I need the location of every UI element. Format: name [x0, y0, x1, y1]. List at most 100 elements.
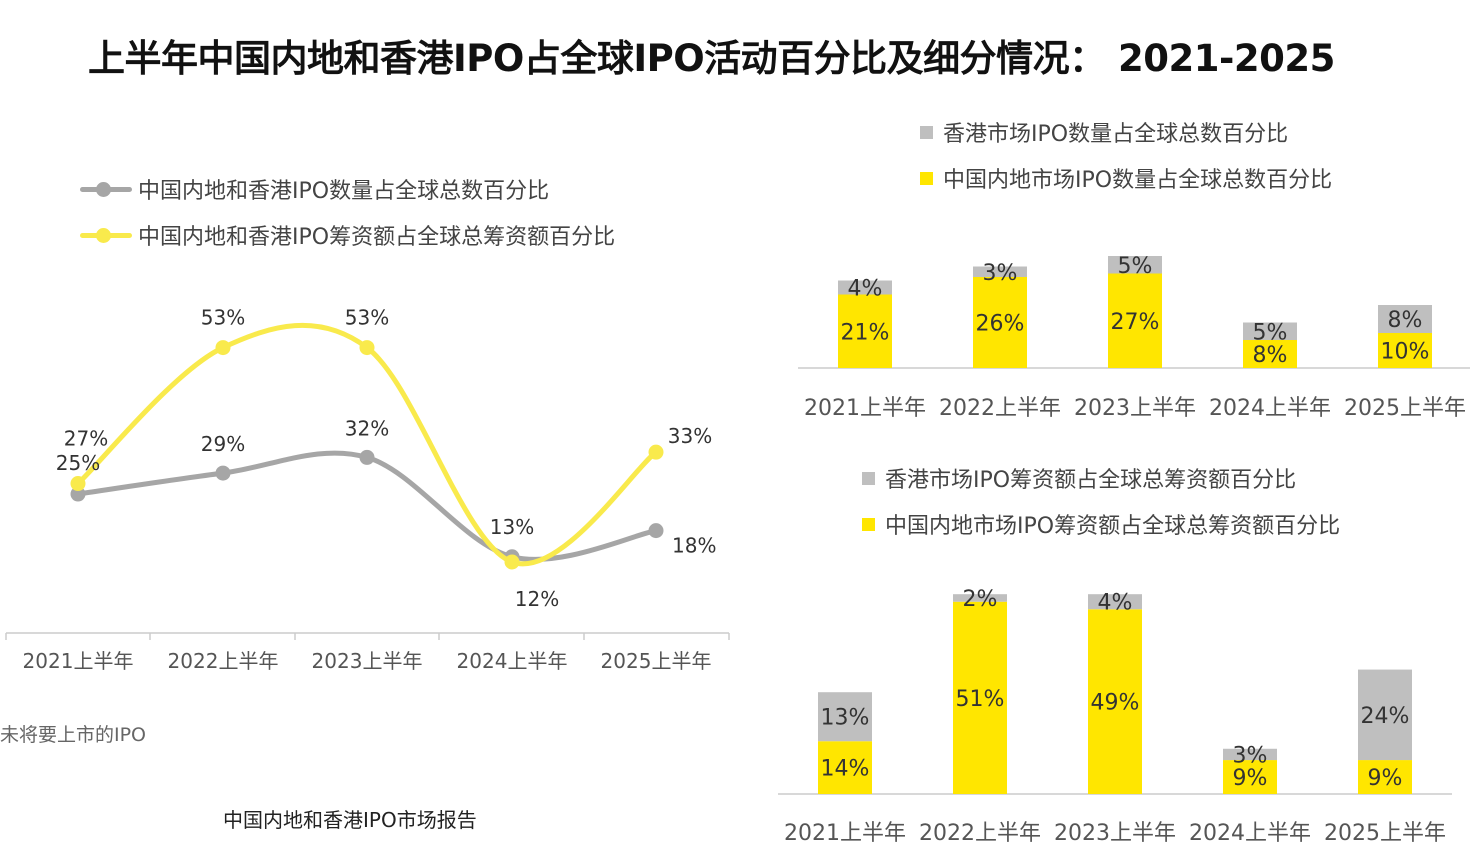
mainland-bar: [953, 601, 1007, 794]
x-tick-label: 2024上半年: [1209, 396, 1331, 421]
mainland-bar: [1243, 340, 1297, 368]
mainland-bar: [1223, 760, 1277, 794]
mainland-data-label: 21%: [841, 320, 890, 345]
hongkong-data-label: 4%: [1098, 591, 1133, 616]
legend-item-hk-count: 香港市场IPO数量占全球总数百分比: [920, 109, 1332, 155]
data-label: 33%: [668, 424, 712, 448]
x-tick-label: 2021上半年: [804, 396, 926, 421]
hongkong-data-label: 2%: [963, 587, 998, 612]
x-tick-label: 2023上半年: [1054, 821, 1176, 846]
data-label: 25%: [56, 451, 100, 475]
data-point: [359, 449, 375, 465]
hongkong-bar: [1358, 669, 1412, 761]
hongkong-data-label: 5%: [1253, 320, 1288, 345]
data-label: 32%: [345, 416, 389, 440]
hongkong-bar: [973, 266, 1027, 277]
mainland-bar: [973, 277, 1027, 368]
data-point: [648, 523, 664, 539]
x-tick-label: 2025上半年: [601, 649, 712, 673]
legend-item-mainland-funds: 中国内地市场IPO筹资额占全球总筹资额百分比: [862, 501, 1340, 547]
mainland-bar: [818, 741, 872, 794]
x-tick-label: 2021上半年: [784, 821, 906, 846]
page-title: 上半年中国内地和香港IPO占全球IPO活动百分比及细分情况： 2021-2025: [88, 37, 1335, 80]
hongkong-data-label: 5%: [1118, 254, 1153, 279]
legend-label: 中国内地市场IPO筹资额占全球总筹资额百分比: [885, 514, 1341, 539]
hongkong-bar: [1088, 594, 1142, 610]
footnote: 未将要上市的IPO: [0, 724, 147, 746]
x-tick-label: 2023上半年: [312, 649, 423, 673]
hongkong-bar: [818, 692, 872, 742]
mainland-data-label: 26%: [976, 312, 1025, 337]
count-bar-chart: 21%4%2021上半年26%3%2022上半年27%5%2023上半年8%5%…: [798, 254, 1470, 421]
legend-label: 中国内地和香港IPO筹资额占全球总筹资额百分比: [138, 225, 616, 250]
data-label: 27%: [64, 427, 108, 451]
data-point: [70, 476, 86, 492]
legend-yellow-square: [862, 517, 875, 531]
funds-share-line: [75, 322, 659, 567]
x-tick-label: 2022上半年: [939, 396, 1061, 421]
legend-label: 中国内地和香港IPO数量占全球总数百分比: [138, 179, 550, 204]
data-point: [359, 340, 375, 356]
legend-gray-line-marker: [80, 181, 132, 197]
mainland-data-label: 49%: [1091, 691, 1140, 716]
legend-item-mainland-count: 中国内地市场IPO数量占全球总数百分比: [920, 155, 1332, 201]
hongkong-bar: [1108, 256, 1162, 274]
data-point: [215, 465, 231, 481]
mainland-bar: [1378, 333, 1432, 368]
mainland-data-label: 27%: [1111, 310, 1160, 335]
hongkong-bar: [1223, 748, 1277, 761]
mainland-data-label: 14%: [821, 757, 870, 782]
mainland-bar: [1108, 273, 1162, 368]
data-label: 18%: [672, 534, 716, 558]
legend-item-count: 中国内地和香港IPO数量占全球总数百分比: [80, 166, 615, 212]
mainland-data-label: 51%: [956, 687, 1005, 712]
mainland-data-label: 9%: [1233, 766, 1268, 791]
hongkong-data-label: 3%: [1233, 743, 1268, 768]
mainland-data-label: 10%: [1381, 340, 1430, 365]
hongkong-bar: [1243, 322, 1297, 340]
legend-yellow-square: [920, 171, 933, 185]
data-point: [504, 554, 520, 570]
data-point: [648, 444, 664, 460]
legend-item-funds: 中国内地和香港IPO筹资额占全球总筹资额百分比: [80, 212, 615, 258]
data-label: 53%: [345, 306, 389, 330]
hongkong-data-label: 4%: [848, 277, 883, 302]
x-tick-label: 2024上半年: [1189, 821, 1311, 846]
data-label: 13%: [490, 515, 534, 539]
legend-yellow-line-marker: [80, 227, 132, 243]
legend-label: 香港市场IPO数量占全球总数百分比: [943, 122, 1289, 147]
x-tick-label: 2024上半年: [457, 649, 568, 673]
legend-label: 香港市场IPO筹资额占全球总筹资额百分比: [885, 468, 1297, 493]
x-tick-label: 2023上半年: [1074, 396, 1196, 421]
legend-label: 中国内地市场IPO数量占全球总数百分比: [943, 168, 1333, 193]
mainland-data-label: 8%: [1253, 343, 1288, 368]
x-tick-label: 2022上半年: [919, 821, 1041, 846]
hongkong-bar: [1378, 305, 1432, 333]
legend-gray-square: [920, 125, 933, 139]
line-chart-legend: 中国内地和香港IPO数量占全球总数百分比 中国内地和香港IPO筹资额占全球总筹资…: [80, 166, 615, 258]
x-tick-label: 2025上半年: [1344, 396, 1466, 421]
legend-gray-square: [862, 471, 875, 485]
x-tick-label: 2025上半年: [1324, 821, 1446, 846]
mainland-data-label: 9%: [1368, 766, 1403, 791]
hongkong-data-label: 8%: [1388, 308, 1423, 333]
data-point: [70, 486, 86, 502]
data-point: [215, 340, 231, 356]
hongkong-bar: [953, 594, 1007, 602]
funds-bar-chart-legend: 香港市场IPO筹资额占全球总筹资额百分比 中国内地市场IPO筹资额占全球总筹资额…: [862, 455, 1340, 547]
hongkong-data-label: 3%: [983, 261, 1018, 286]
legend-item-hk-funds: 香港市场IPO筹资额占全球总筹资额百分比: [862, 455, 1340, 501]
x-tick-label: 2022上半年: [168, 649, 279, 673]
line-chart: 2021上半年 2022上半年 2023上半年 2024上半年 2025上半年 25% 29…: [5, 306, 730, 673]
hongkong-data-label: 24%: [1361, 704, 1410, 729]
source-note: 中国内地和香港IPO市场报告: [223, 808, 477, 832]
x-tick-label: 2021上半年: [23, 649, 134, 673]
mainland-bar: [1088, 609, 1142, 794]
mainland-bar: [838, 294, 892, 368]
mainland-bar: [1358, 760, 1412, 794]
data-label: 53%: [201, 306, 245, 330]
data-label: 12%: [515, 587, 559, 611]
count-bar-chart-legend: 香港市场IPO数量占全球总数百分比 中国内地市场IPO数量占全球总数百分比: [920, 109, 1332, 201]
data-label: 29%: [201, 432, 245, 456]
